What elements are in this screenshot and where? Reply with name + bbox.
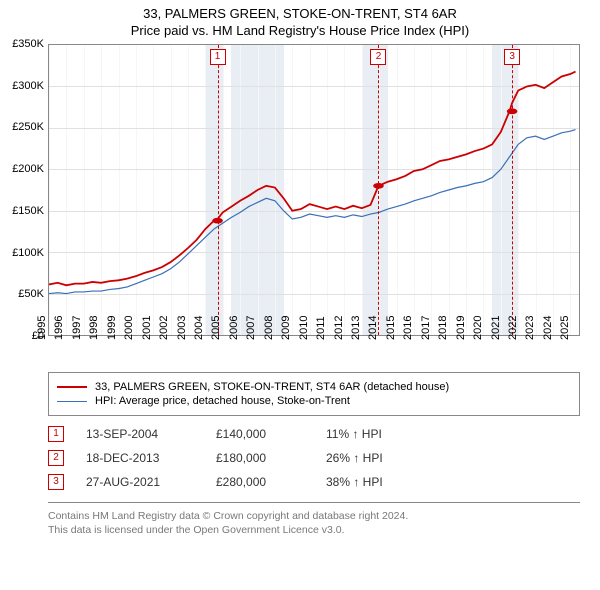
sales-date: 27-AUG-2021 — [86, 475, 206, 489]
sales-table: 1 13-SEP-2004 £140,000 11% ↑ HPI 2 18-DEC-201… — [48, 422, 580, 494]
chart-marker: 2 — [370, 49, 386, 65]
x-tick-label: 2012 — [332, 316, 344, 340]
y-tick-label: £200K — [12, 163, 44, 175]
y-tick-label: £150K — [12, 205, 44, 217]
legend-row-property: 33, PALMERS GREEN, STOKE-ON-TRENT, ST4 6… — [57, 381, 571, 393]
x-tick-label: 2014 — [367, 316, 379, 340]
sales-marker: 2 — [48, 450, 64, 466]
y-tick-label: £350K — [12, 38, 44, 50]
sales-marker: 1 — [48, 426, 64, 442]
sales-marker: 3 — [48, 474, 64, 490]
chart-marker: 1 — [210, 49, 226, 65]
x-tick-label: 1997 — [71, 316, 83, 340]
x-tick-label: 2001 — [140, 316, 152, 340]
x-tick-label: 2000 — [123, 316, 135, 340]
x-tick-label: 2013 — [350, 316, 362, 340]
footer-attribution: Contains HM Land Registry data © Crown c… — [48, 502, 580, 537]
x-tick-label: 2023 — [524, 316, 536, 340]
x-tick-label: 2010 — [297, 316, 309, 340]
sales-delta: 11% ↑ HPI — [326, 427, 446, 441]
x-tick-label: 2015 — [385, 316, 397, 340]
x-tick-label: 2024 — [542, 316, 554, 340]
x-tick-label: 2002 — [158, 316, 170, 340]
y-tick-label: £0 — [32, 330, 44, 342]
x-tick-label: 2006 — [228, 316, 240, 340]
sales-price: £180,000 — [216, 451, 316, 465]
title-subtitle: Price paid vs. HM Land Registry's House … — [0, 23, 600, 38]
y-tick-label: £300K — [12, 80, 44, 92]
x-tick-label: 2003 — [175, 316, 187, 340]
x-tick-label: 2009 — [280, 316, 292, 340]
sales-row: 2 18-DEC-2013 £180,000 26% ↑ HPI — [48, 446, 580, 470]
chart-area: 1 2 3 199519961997199819992000200120022003… — [48, 44, 580, 364]
legend-row-hpi: HPI: Average price, detached house, Stok… — [57, 395, 571, 407]
legend-swatch-hpi — [57, 401, 87, 402]
sales-date: 13-SEP-2004 — [86, 427, 206, 441]
x-tick-label: 2018 — [437, 316, 449, 340]
sales-delta: 26% ↑ HPI — [326, 451, 446, 465]
legend: 33, PALMERS GREEN, STOKE-ON-TRENT, ST4 6… — [48, 372, 580, 416]
title-address: 33, PALMERS GREEN, STOKE-ON-TRENT, ST4 6… — [0, 6, 600, 21]
x-tick-label: 2021 — [489, 316, 501, 340]
x-tick-label: 2007 — [245, 316, 257, 340]
chart-marker: 3 — [504, 49, 520, 65]
y-tick-label: £100K — [12, 247, 44, 259]
x-tick-label: 2022 — [507, 316, 519, 340]
x-tick-label: 1999 — [106, 316, 118, 340]
x-axis: 1995199619971998199920002001200220032004… — [48, 336, 580, 364]
legend-swatch-property — [57, 386, 87, 388]
x-tick-label: 2020 — [472, 316, 484, 340]
x-tick-label: 2011 — [315, 316, 327, 340]
footer-line1: Contains HM Land Registry data © Crown c… — [48, 509, 580, 523]
x-tick-label: 2025 — [559, 316, 571, 340]
x-tick-label: 2005 — [210, 316, 222, 340]
y-tick-label: £50K — [18, 288, 44, 300]
x-tick-label: 2017 — [419, 316, 431, 340]
legend-label-property: 33, PALMERS GREEN, STOKE-ON-TRENT, ST4 6… — [95, 381, 449, 393]
x-tick-label: 2019 — [454, 316, 466, 340]
sales-price: £140,000 — [216, 427, 316, 441]
x-tick-label: 2004 — [193, 316, 205, 340]
sales-delta: 38% ↑ HPI — [326, 475, 446, 489]
legend-label-hpi: HPI: Average price, detached house, Stok… — [95, 395, 350, 407]
sales-row: 3 27-AUG-2021 £280,000 38% ↑ HPI — [48, 470, 580, 494]
x-tick-label: 1996 — [53, 316, 65, 340]
y-tick-label: £250K — [12, 121, 44, 133]
x-tick-label: 2016 — [402, 316, 414, 340]
x-tick-label: 1998 — [88, 316, 100, 340]
chart-lines-svg — [49, 45, 579, 335]
sales-row: 1 13-SEP-2004 £140,000 11% ↑ HPI — [48, 422, 580, 446]
sales-date: 18-DEC-2013 — [86, 451, 206, 465]
x-tick-label: 2008 — [263, 316, 275, 340]
chart-title-block: 33, PALMERS GREEN, STOKE-ON-TRENT, ST4 6… — [0, 0, 600, 38]
plot-region: 1 2 3 — [48, 44, 580, 336]
sales-price: £280,000 — [216, 475, 316, 489]
footer-line2: This data is licensed under the Open Gov… — [48, 523, 580, 537]
